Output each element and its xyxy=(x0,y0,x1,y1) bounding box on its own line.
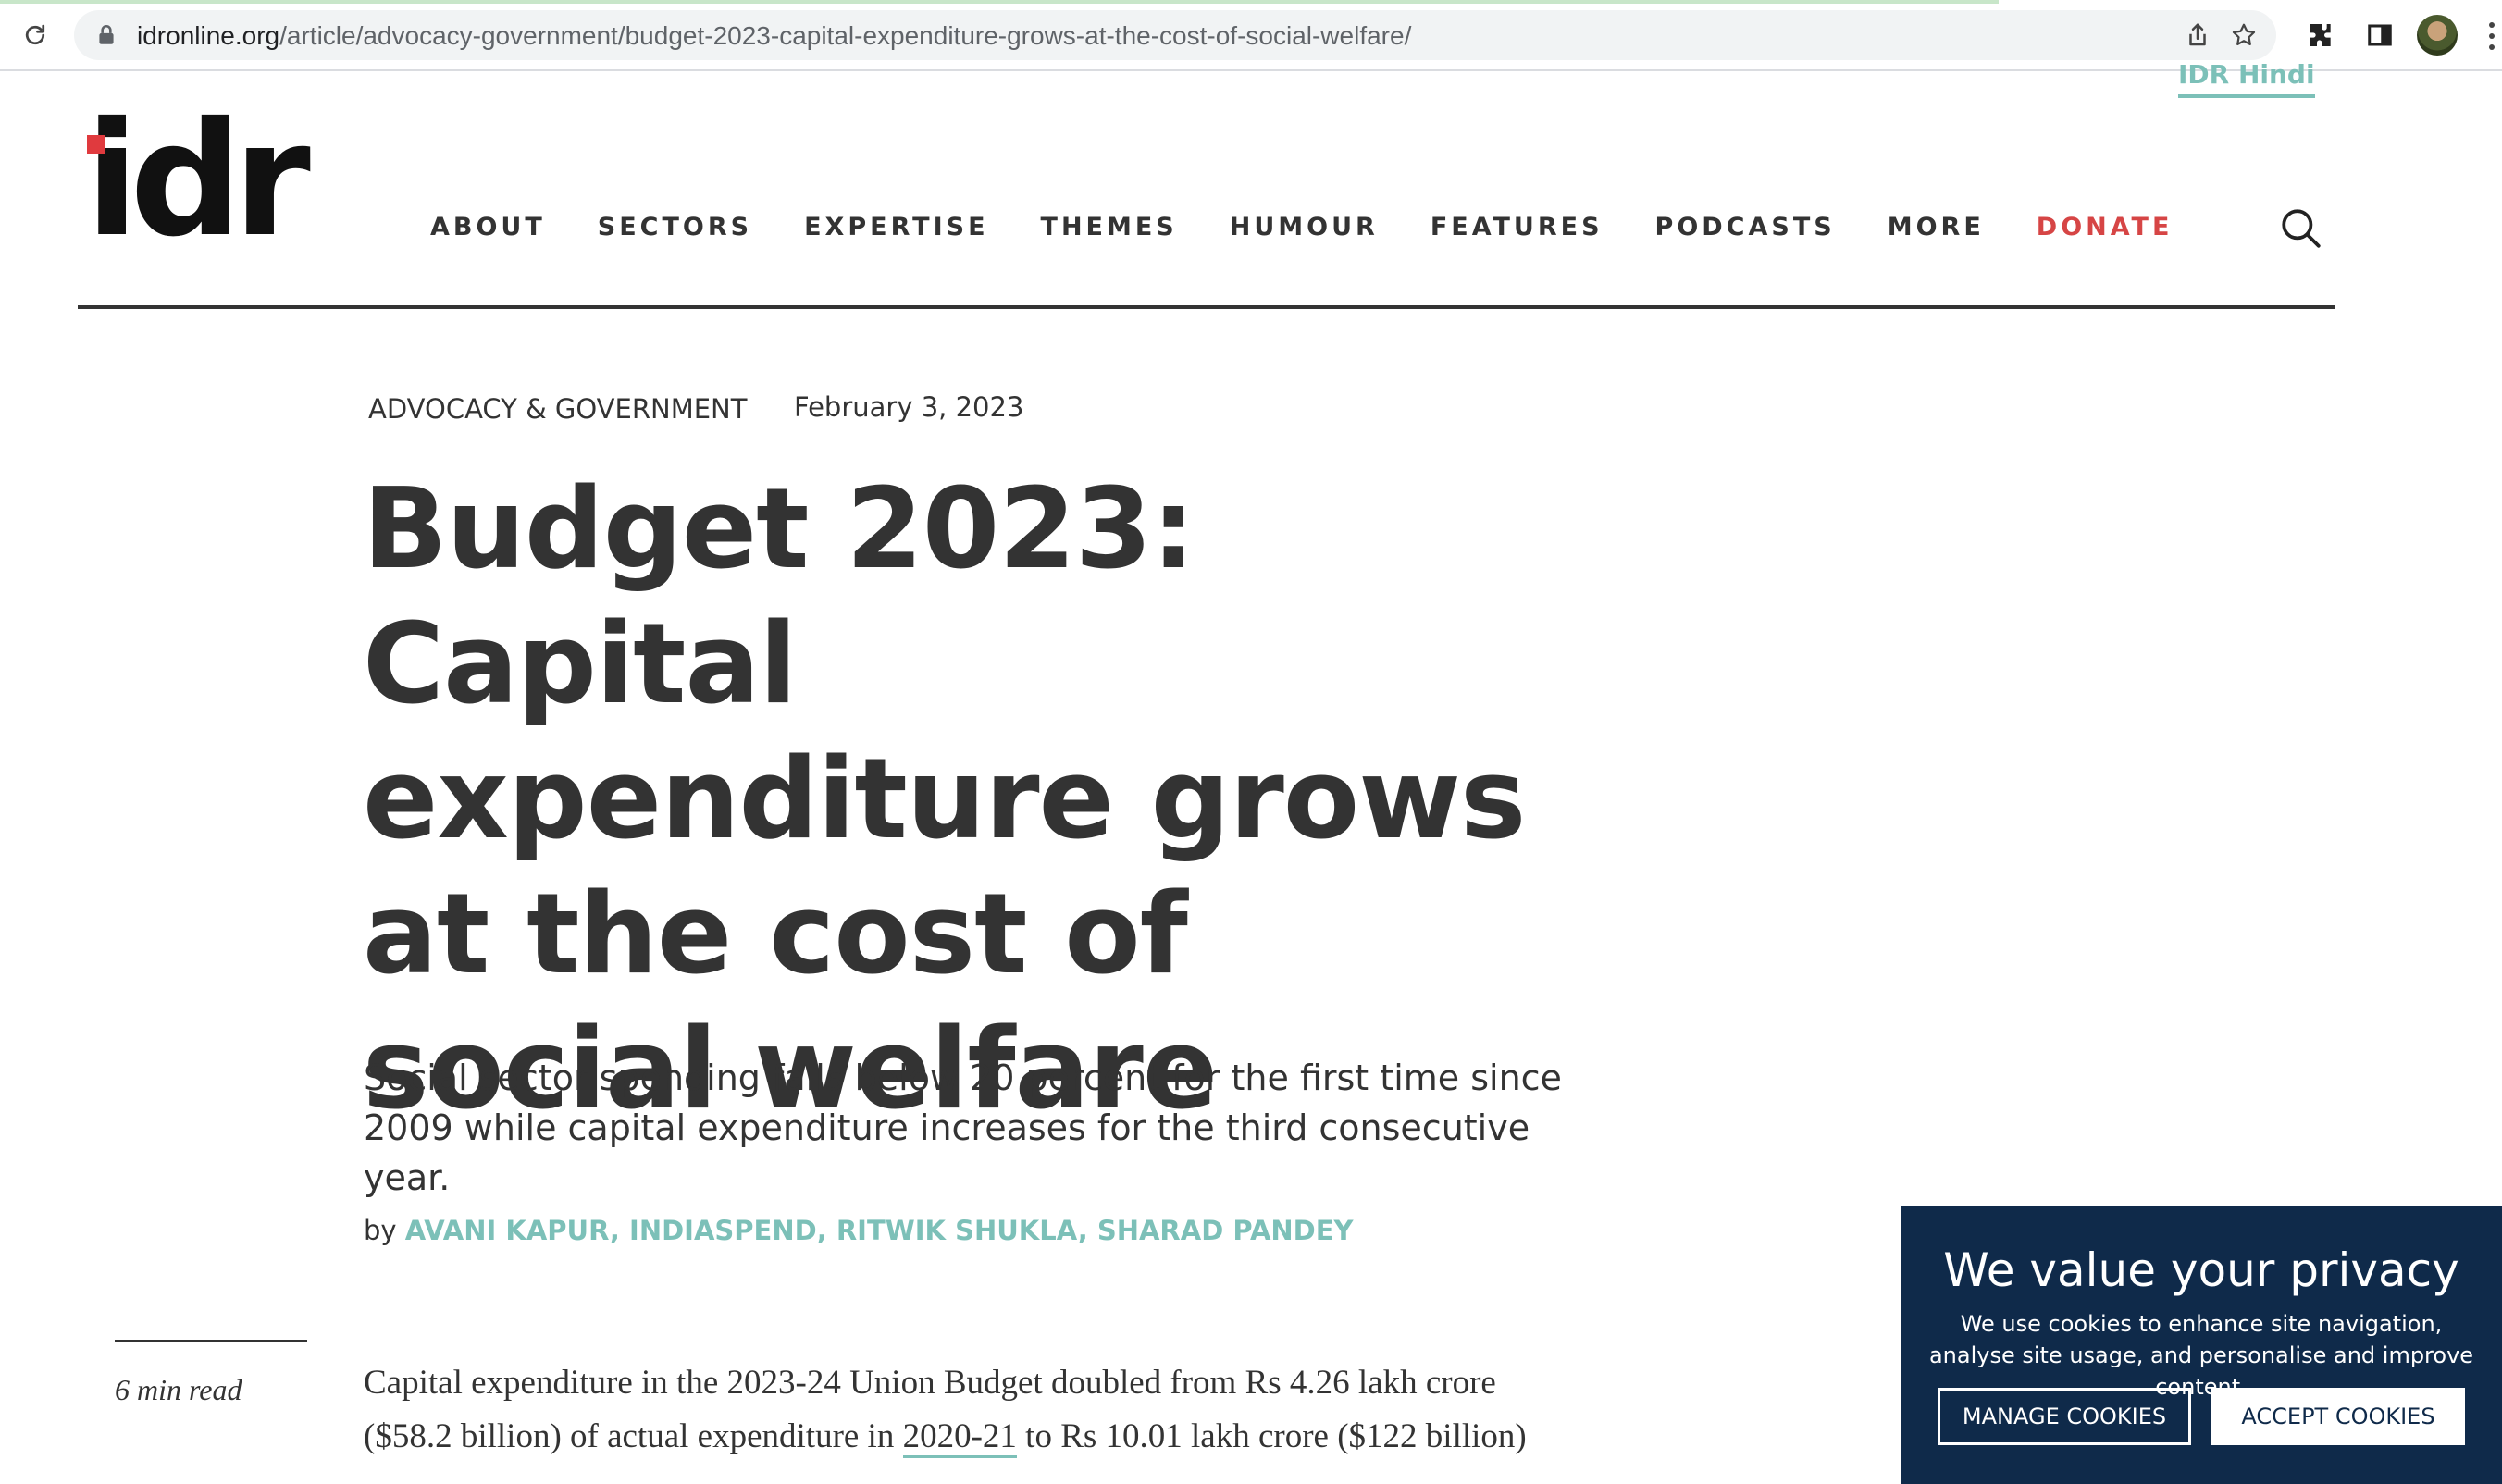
cookie-banner: We value your privacy We use cookies to … xyxy=(1901,1206,2502,1484)
body-text-part2: to Rs 10.01 lakh crore ($122 billion) xyxy=(1016,1417,1527,1455)
nav-about[interactable]: ABOUT xyxy=(430,213,546,241)
nav-humour[interactable]: HUMOUR xyxy=(1229,213,1379,241)
side-panel-icon[interactable] xyxy=(2363,19,2397,52)
article-body: Capital expenditure in the 2023-24 Union… xyxy=(364,1356,1585,1464)
article-date: February 3, 2023 xyxy=(794,391,1024,423)
manage-cookies-button[interactable]: MANAGE COOKIES xyxy=(1938,1388,2191,1445)
nav-expertise[interactable]: EXPERTISE xyxy=(804,213,989,241)
nav-donate[interactable]: DONATE xyxy=(2036,213,2174,241)
article-title: Budget 2023: Capital expenditure grows a… xyxy=(363,465,1526,1134)
article-subtitle: Social sector spending falls below 20 pe… xyxy=(364,1057,1562,1198)
header-divider xyxy=(78,305,2335,309)
nav-themes[interactable]: THEMES xyxy=(1040,213,1178,241)
cookie-title: We value your privacy xyxy=(1943,1243,2459,1297)
address-bar[interactable]: idronline.org/article/advocacy-governmen… xyxy=(74,10,2276,60)
nav-more[interactable]: MORE xyxy=(1887,213,1985,241)
profile-avatar[interactable] xyxy=(2417,15,2458,56)
article-category[interactable]: ADVOCACY & GOVERNMENT xyxy=(368,393,748,425)
byline-prefix: by xyxy=(364,1215,397,1246)
logo-red-mark xyxy=(87,135,105,154)
extensions-icon[interactable] xyxy=(2304,19,2337,52)
nav-features[interactable]: FEATURES xyxy=(1430,213,1604,241)
reload-icon[interactable] xyxy=(17,17,54,54)
search-icon[interactable] xyxy=(2278,205,2324,252)
idr-logo[interactable]: idr xyxy=(85,102,311,259)
byline-authors[interactable]: AVANI KAPUR, INDIASPEND, RITWIK SHUKLA, … xyxy=(404,1215,1354,1246)
body-text-part1: Capital expenditure in the 2023-24 Union… xyxy=(364,1364,1496,1455)
page-load-progress xyxy=(0,0,1999,4)
nav-sectors[interactable]: SECTORS xyxy=(597,213,753,241)
main-nav: ABOUT SECTORS EXPERTISE THEMES HUMOUR FE… xyxy=(430,213,2224,241)
url-path: /article/advocacy-government/budget-2023… xyxy=(279,21,1412,50)
article-byline: by AVANI KAPUR, INDIASPEND, RITWIK SHUKL… xyxy=(364,1215,1354,1246)
browser-toolbar: idronline.org/article/advocacy-governmen… xyxy=(0,0,2502,71)
idr-hindi-link[interactable]: IDR Hindi xyxy=(2178,61,2315,98)
share-icon[interactable] xyxy=(2184,21,2211,49)
read-time-divider xyxy=(115,1340,307,1342)
logo-wordmark: idr xyxy=(85,89,311,272)
lock-icon[interactable] xyxy=(94,23,118,47)
url-text[interactable]: idronline.org/article/advocacy-governmen… xyxy=(137,21,1411,51)
bookmark-star-icon[interactable] xyxy=(2230,21,2258,49)
read-time: 6 min read xyxy=(115,1373,242,1406)
browser-menu-icon[interactable] xyxy=(2489,19,2498,52)
url-domain: idronline.org xyxy=(137,21,280,50)
accept-cookies-button[interactable]: ACCEPT COOKIES xyxy=(2211,1388,2465,1445)
body-link-2020-21[interactable]: 2020-21 xyxy=(902,1417,1017,1458)
nav-podcasts[interactable]: PODCASTS xyxy=(1654,213,1836,241)
